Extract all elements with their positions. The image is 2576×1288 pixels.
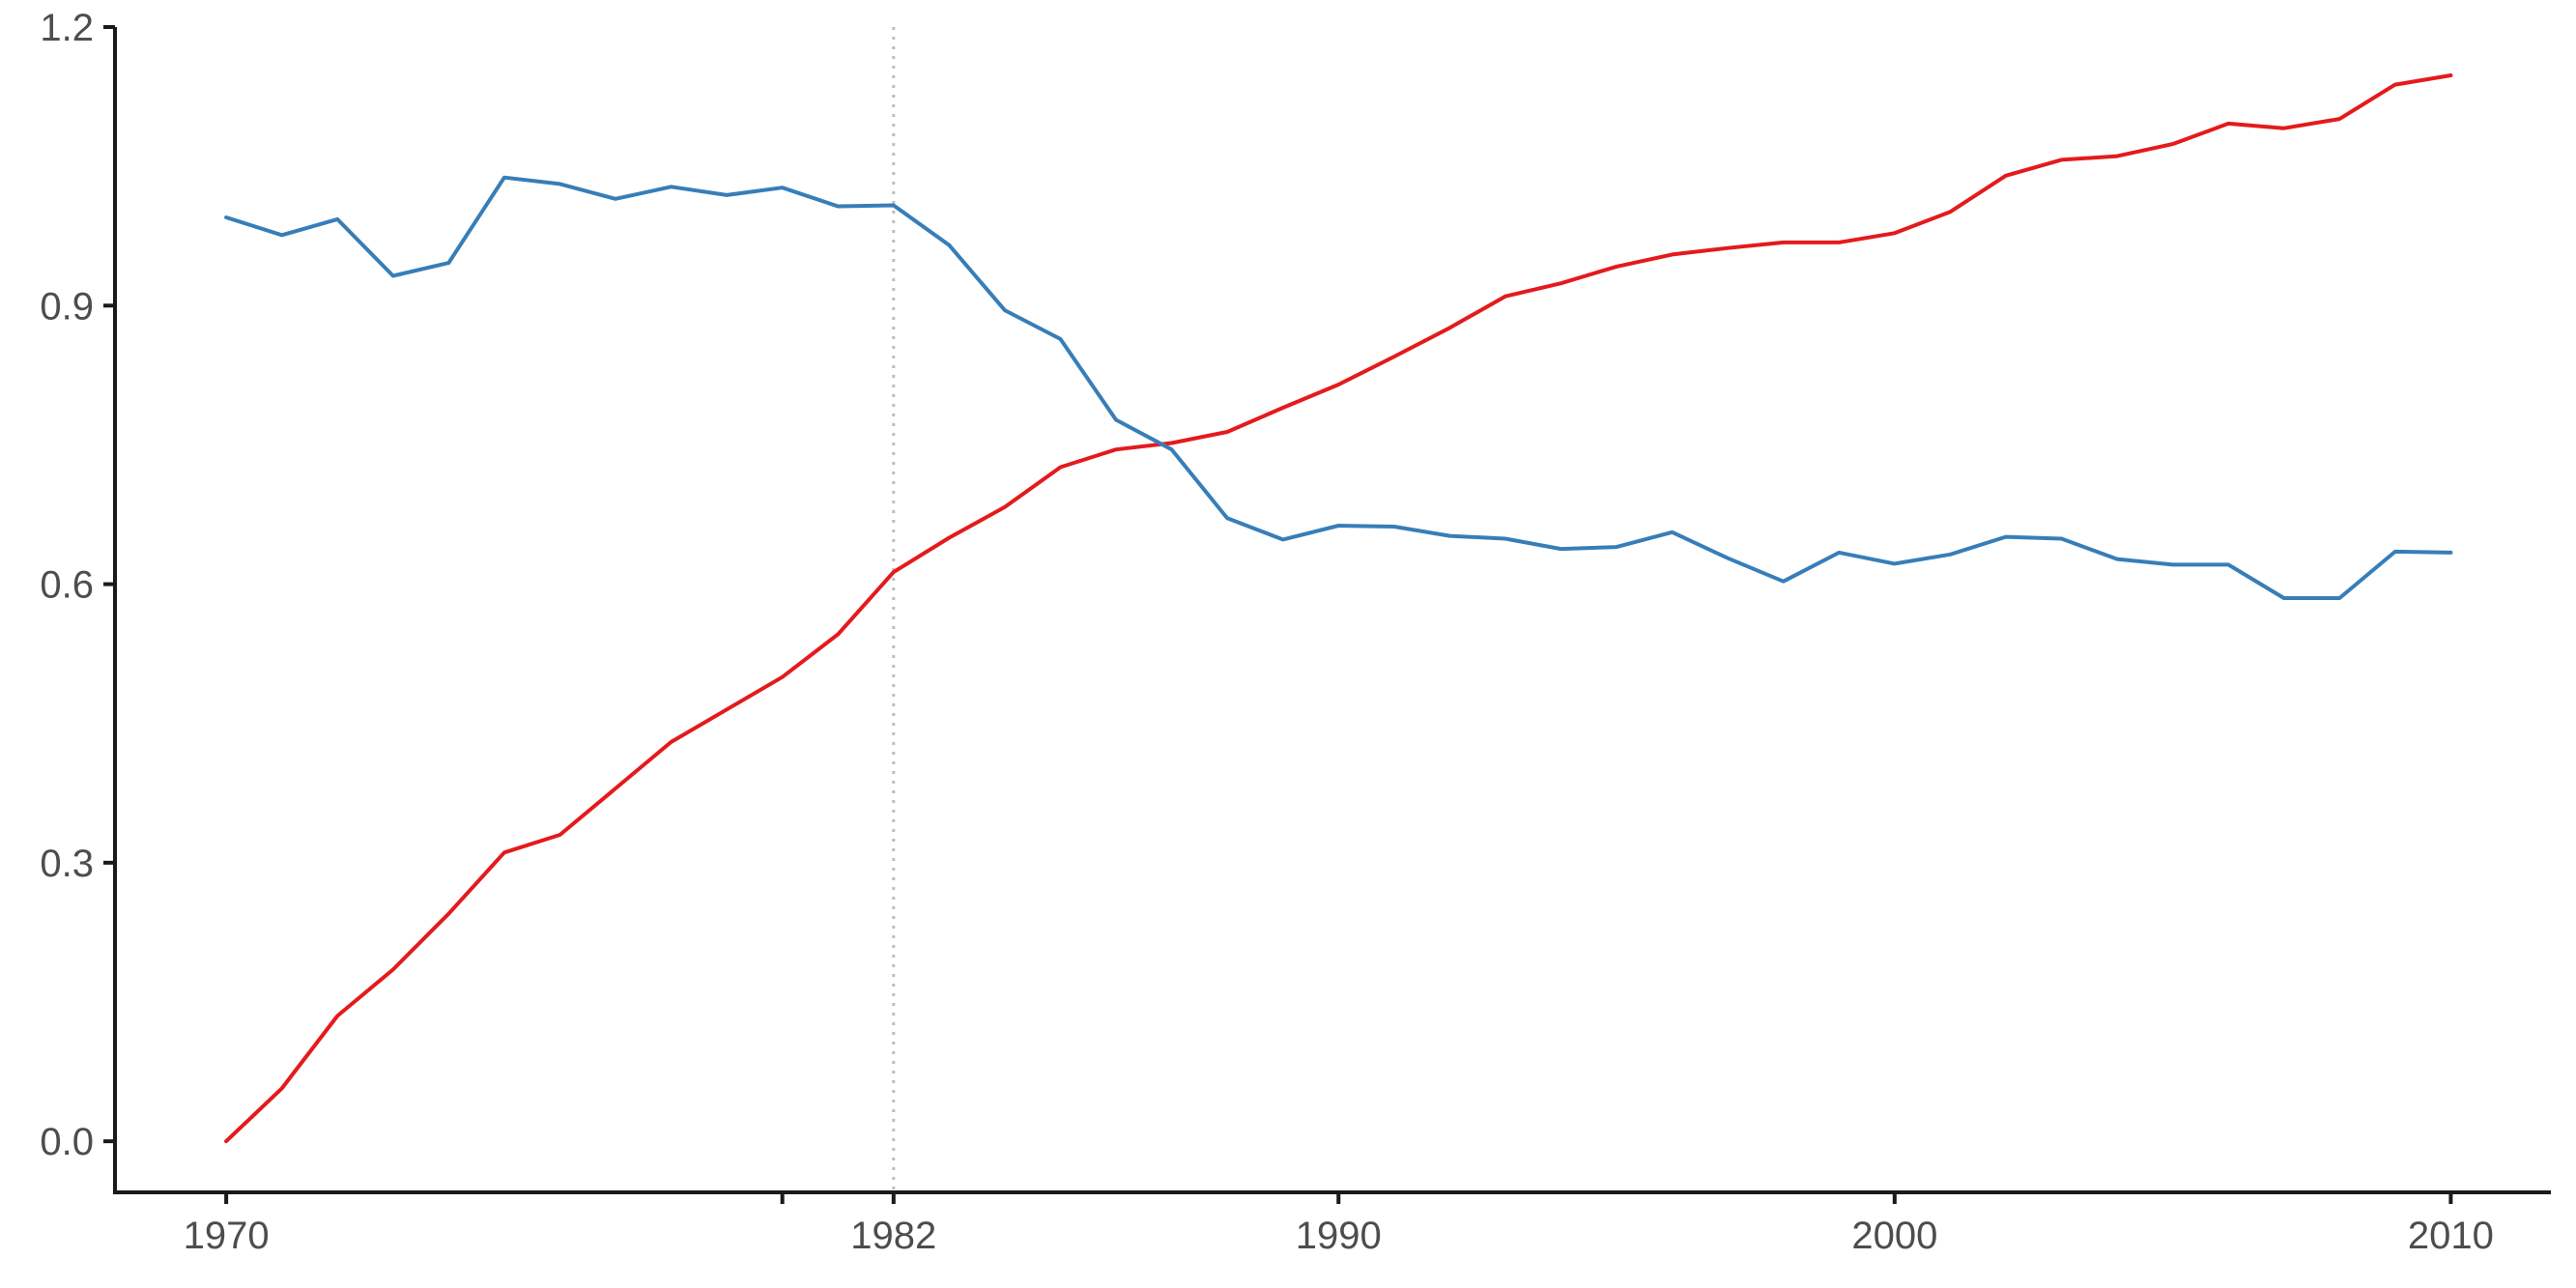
series-line-2 — [224, 175, 2453, 600]
x-tick-label: 1982 — [850, 1215, 936, 1257]
y-tick-label: 0.3 — [40, 843, 94, 885]
series-line-1 — [224, 73, 2453, 1144]
y-tick-label: 0.6 — [40, 564, 94, 607]
x-axis-ticks: 1970 1982 1990 2000 2010 — [184, 1192, 2494, 1257]
y-tick-label: 0.9 — [40, 285, 94, 328]
y-axis-ticks: 0.0 0.3 0.6 0.9 1.2 — [40, 7, 115, 1163]
x-tick-label: 1970 — [184, 1215, 270, 1257]
x-tick-label: 2010 — [2408, 1215, 2494, 1257]
y-tick-label: 0.0 — [40, 1121, 94, 1163]
series-layer — [224, 73, 2453, 1144]
x-tick-label: 2000 — [1851, 1215, 1937, 1257]
x-tick-label: 1990 — [1296, 1215, 1382, 1257]
y-tick-label: 1.2 — [40, 7, 94, 49]
